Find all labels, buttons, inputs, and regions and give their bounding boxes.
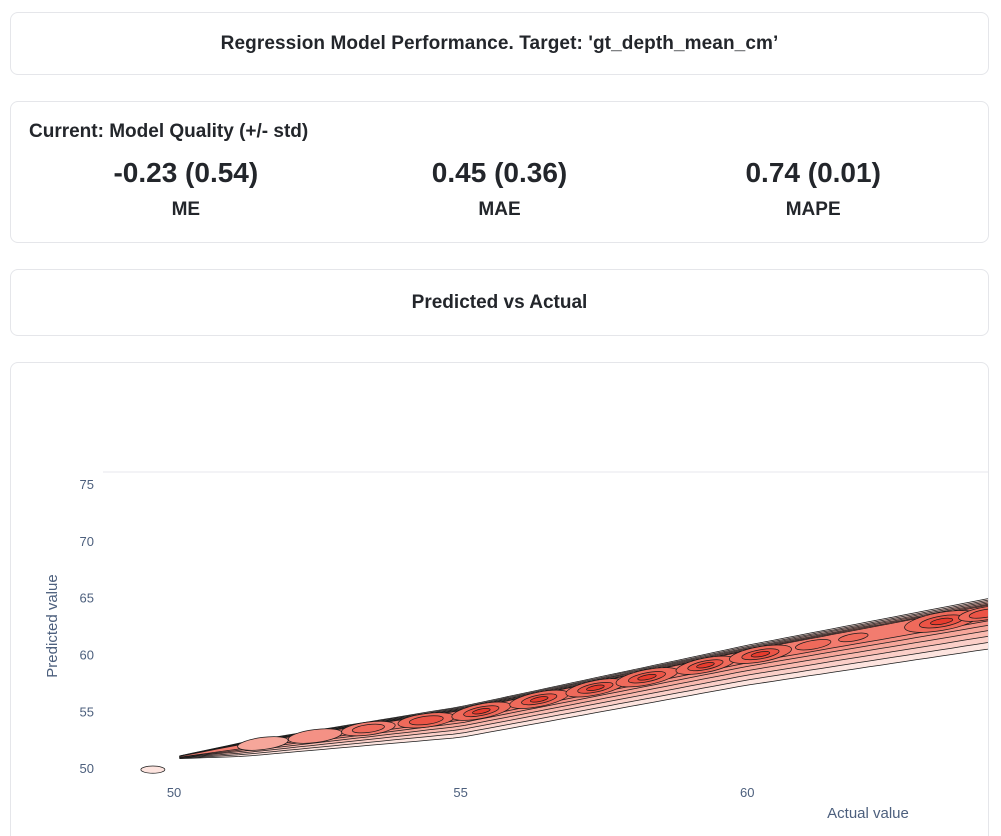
section-title-card: Predicted vs Actual (10, 269, 989, 336)
hotspot-ring (838, 632, 869, 643)
predicted-vs-actual-chart[interactable]: 50 55 60 50 55 60 65 70 75 Actual value Predicted … (11, 363, 988, 836)
density-hotspot (675, 655, 736, 675)
metric-mae: 0.45 (0.36) MAE (343, 154, 657, 224)
density-hotspot (397, 712, 455, 729)
y-tick-label: 75 (80, 477, 94, 492)
hotspot-ring (968, 608, 988, 619)
y-tick-label: 70 (80, 534, 94, 549)
report-title: Regression Model Performance. Target: 'g… (220, 32, 779, 54)
y-axis-title: Predicted value (44, 574, 61, 677)
y-tick-label: 65 (80, 591, 94, 606)
hotspot-ring (637, 673, 657, 681)
metric-me-label: ME (171, 199, 201, 220)
report-title-card: Regression Model Performance. Target: 'g… (10, 12, 989, 75)
hotspot-ring (408, 715, 444, 726)
metric-mape-value: 0.74 (0.01) (745, 157, 881, 188)
outlier-contour (140, 765, 166, 774)
contour-band-level-0 (179, 598, 988, 759)
chart-card: 50 55 60 50 55 60 65 70 75 Actual value Predicted … (10, 362, 989, 836)
density-hotspot (838, 632, 869, 643)
contour-band-level-2 (179, 601, 988, 759)
metric-mape-label: MAPE (785, 199, 841, 220)
hotspot-ring (795, 639, 832, 651)
density-hotspot (451, 701, 512, 721)
density-hotspot (795, 639, 832, 651)
metric-mape: 0.74 (0.01) MAPE (656, 154, 970, 224)
contour-band-group (140, 598, 988, 774)
y-tick-label: 60 (80, 647, 94, 662)
contour-band-level-3 (179, 602, 988, 759)
density-hotspot (728, 644, 792, 664)
metric-mae-label: MAE (478, 199, 521, 220)
x-tick-label: 55 (453, 785, 467, 800)
section-title: Predicted vs Actual (411, 291, 588, 313)
hotspot-ring (586, 684, 605, 691)
hotspot-ring (750, 651, 771, 658)
y-tick-label: 50 (80, 761, 94, 776)
metric-mae-value: 0.45 (0.36) (431, 157, 568, 188)
metric-me-value: -0.23 (0.54) (113, 157, 259, 188)
x-tick-label: 50 (167, 785, 181, 800)
hotspot-ring (696, 662, 715, 669)
model-quality-title: Current: Model Quality (+/- std) (29, 121, 309, 142)
metric-me: -0.23 (0.54) ME (29, 154, 343, 224)
contour-band-level-1 (179, 599, 988, 759)
density-hotspot (509, 689, 570, 709)
hotspot-ring (930, 617, 954, 626)
x-tick-label: 60 (740, 785, 754, 800)
report-page: Regression Model Performance. Target: 'g… (10, 12, 989, 836)
model-quality-card: Current: Model Quality (+/- std) -0.23 (… (10, 101, 989, 243)
x-axis-title: Actual value (827, 805, 909, 822)
density-hotspot (341, 720, 396, 737)
hotspot-ring (529, 696, 549, 703)
y-tick-label: 55 (80, 704, 94, 719)
hotspot-ring (351, 723, 385, 734)
density-hotspot (958, 605, 988, 622)
hotspot-ring (472, 708, 491, 715)
metrics-row: -0.23 (0.54) ME 0.45 (0.36) MAE 0.74 (0.… (29, 154, 970, 224)
